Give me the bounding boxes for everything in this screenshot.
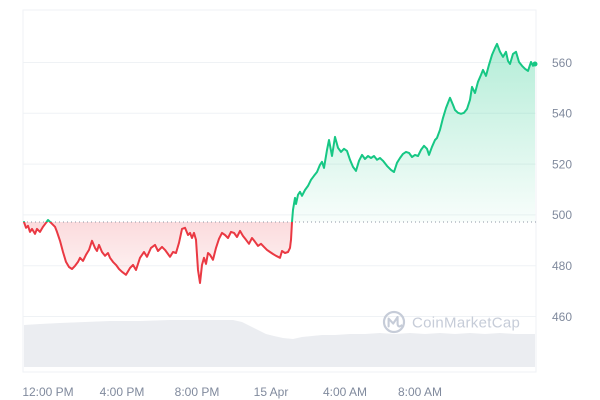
x-axis-label: 8:00 PM <box>175 385 220 399</box>
x-axis-label: 4:00 AM <box>323 385 367 399</box>
price-area-above-baseline <box>24 43 535 222</box>
x-axis-label: 4:00 PM <box>100 385 145 399</box>
coinmarketcap-logo-icon <box>382 310 406 334</box>
x-axis-label: 12:00 PM <box>22 385 73 399</box>
y-axis-label: 520 <box>552 157 572 171</box>
y-axis-label: 500 <box>552 208 572 222</box>
last-price-dot <box>532 61 538 67</box>
price-line-up <box>23 42 536 222</box>
volume-area <box>24 320 535 367</box>
watermark-text: CoinMarketCap <box>412 315 520 332</box>
watermark: CoinMarketCap <box>382 310 520 334</box>
y-axis-label: 460 <box>552 310 572 324</box>
y-axis-label: 480 <box>552 259 572 273</box>
price-line-down <box>23 222 294 284</box>
x-axis-label: 15 Apr <box>254 385 289 399</box>
y-axis-label: 560 <box>552 56 572 70</box>
x-axis-label: 8:00 AM <box>398 385 442 399</box>
y-axis-label: 540 <box>552 107 572 121</box>
plot-frame <box>22 9 537 373</box>
price-area-below-baseline <box>24 222 535 283</box>
